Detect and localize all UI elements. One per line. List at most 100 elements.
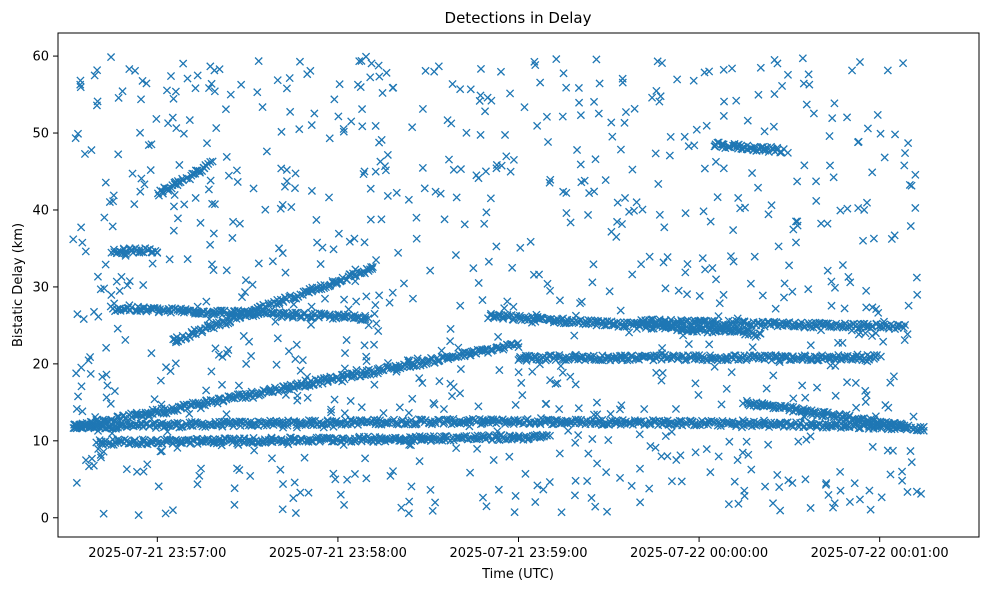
data-point (595, 79, 604, 88)
data-point (359, 169, 368, 179)
data-point (645, 252, 654, 261)
data-point (114, 93, 123, 102)
data-point (364, 314, 373, 323)
data-point (170, 190, 179, 200)
data-point (207, 367, 216, 376)
data-point (847, 326, 856, 335)
data-point (78, 407, 87, 416)
data-point (259, 307, 268, 316)
data-point (657, 355, 666, 364)
data-point (164, 186, 173, 195)
data-point (564, 426, 573, 435)
data-point (375, 72, 384, 81)
data-point (744, 450, 753, 459)
data-point (740, 486, 749, 495)
data-point (842, 113, 852, 122)
data-point (546, 376, 555, 385)
data-point (543, 279, 552, 288)
data-point (542, 431, 552, 440)
data-point (628, 165, 637, 174)
data-point (509, 155, 518, 164)
data-point (535, 360, 544, 369)
data-point (727, 368, 736, 377)
data-point (777, 81, 787, 90)
data-point (691, 379, 700, 388)
data-point (861, 397, 870, 406)
data-point (245, 308, 254, 317)
data-point (546, 175, 555, 184)
data-point (511, 491, 520, 500)
data-point (242, 359, 251, 368)
data-point (494, 485, 503, 494)
data-point (386, 471, 395, 480)
data-point (657, 59, 667, 68)
data-point (759, 416, 769, 425)
data-point (474, 402, 483, 411)
data-point (510, 508, 519, 517)
data-point (635, 430, 644, 439)
data-point (747, 465, 756, 474)
data-point (871, 412, 880, 421)
data-point (360, 341, 369, 350)
data-point (675, 416, 684, 425)
data-point (298, 356, 307, 365)
data-point (682, 290, 692, 299)
data-point (465, 422, 474, 431)
data-point (673, 75, 682, 84)
data-point (462, 128, 471, 137)
data-point (334, 112, 343, 121)
data-point (644, 352, 653, 361)
data-point (602, 507, 612, 516)
data-point (500, 304, 509, 313)
data-point (890, 231, 899, 240)
data-point (196, 218, 205, 227)
data-point (235, 219, 244, 228)
data-point (762, 384, 771, 393)
data-point (636, 318, 645, 327)
data-point (855, 57, 865, 67)
data-point (452, 193, 461, 202)
data-point (505, 452, 514, 461)
data-point (655, 97, 664, 106)
data-point (788, 287, 797, 296)
data-point (81, 247, 90, 256)
data-point (456, 364, 465, 374)
data-point (162, 409, 171, 418)
data-point (682, 355, 691, 364)
data-point (392, 188, 401, 197)
data-point (142, 79, 151, 88)
data-point (224, 171, 233, 180)
data-point (804, 70, 813, 79)
data-point (756, 63, 765, 72)
data-point (446, 337, 455, 346)
data-point (794, 437, 803, 446)
data-point (821, 480, 831, 489)
data-point (125, 277, 134, 286)
data-point (276, 465, 285, 474)
data-point (248, 280, 257, 289)
data-point (571, 380, 580, 389)
data-point (195, 471, 204, 480)
data-point (262, 147, 271, 156)
data-point (273, 334, 282, 343)
data-point (831, 421, 841, 430)
data-point (536, 313, 546, 322)
data-point (627, 481, 636, 490)
data-point (863, 320, 872, 329)
data-point (213, 399, 222, 408)
data-point (376, 365, 385, 374)
data-point (372, 255, 381, 265)
data-point (657, 452, 666, 461)
data-point (277, 127, 286, 136)
data-point (338, 377, 347, 386)
data-point (591, 502, 600, 511)
data-point (418, 378, 427, 388)
data-point (872, 304, 881, 314)
data-point (273, 76, 282, 85)
data-point (674, 286, 683, 295)
data-point (108, 222, 117, 231)
data-point (883, 66, 892, 75)
data-point (708, 263, 717, 273)
data-point (176, 438, 186, 447)
data-point (268, 257, 277, 266)
